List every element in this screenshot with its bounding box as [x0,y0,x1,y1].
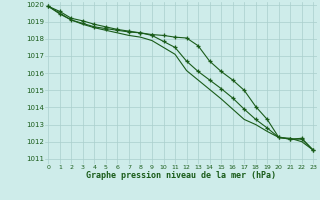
X-axis label: Graphe pression niveau de la mer (hPa): Graphe pression niveau de la mer (hPa) [86,171,276,180]
